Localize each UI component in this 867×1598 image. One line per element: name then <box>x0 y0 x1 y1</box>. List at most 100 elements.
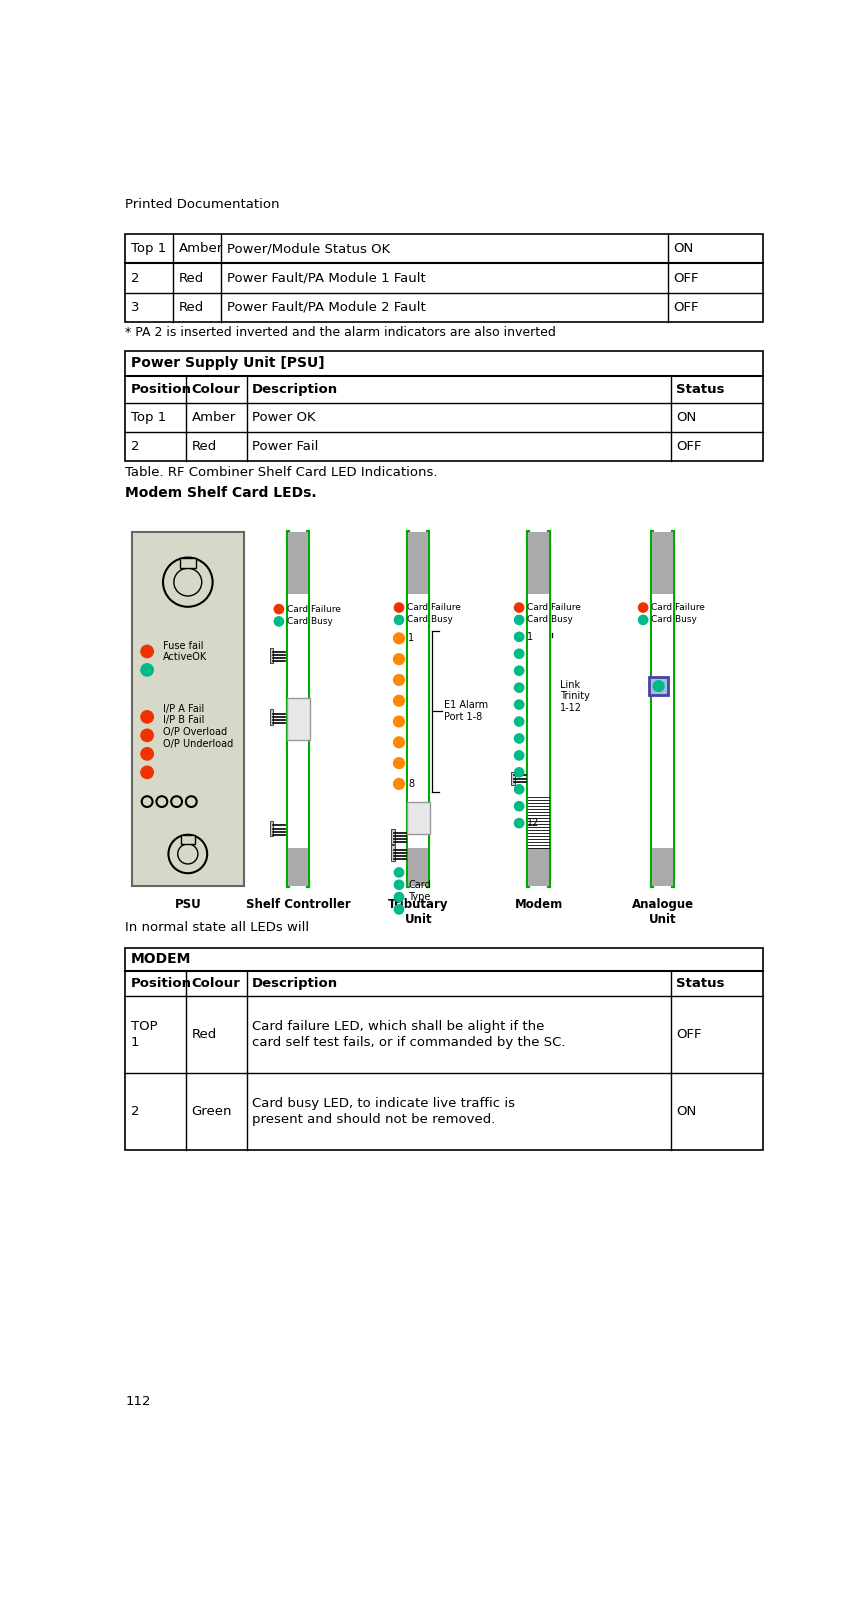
Text: PSU: PSU <box>174 898 201 911</box>
Circle shape <box>394 602 404 612</box>
Circle shape <box>394 615 404 625</box>
Circle shape <box>141 711 153 722</box>
Text: OFF: OFF <box>676 439 701 454</box>
Text: In normal state all LEDs will: In normal state all LEDs will <box>126 920 310 933</box>
Text: 2: 2 <box>131 272 140 284</box>
Circle shape <box>394 674 404 686</box>
Text: Red: Red <box>179 272 204 284</box>
FancyBboxPatch shape <box>649 678 668 695</box>
Circle shape <box>274 617 284 626</box>
Text: Shelf Controller: Shelf Controller <box>246 898 350 911</box>
Bar <box>288 594 309 849</box>
Text: Top 1: Top 1 <box>131 411 166 423</box>
Bar <box>126 235 763 321</box>
Text: Power Fault/PA Module 1 Fault: Power Fault/PA Module 1 Fault <box>226 272 426 284</box>
Circle shape <box>514 818 524 828</box>
Bar <box>126 948 763 1151</box>
Bar <box>512 772 515 785</box>
Bar <box>270 710 273 724</box>
Text: Printed Documentation: Printed Documentation <box>126 198 280 211</box>
Bar <box>287 698 310 740</box>
Bar <box>288 849 309 887</box>
Text: Modem Shelf Card LEDs.: Modem Shelf Card LEDs. <box>126 486 317 500</box>
Text: Card Failure: Card Failure <box>287 604 341 614</box>
Circle shape <box>514 615 524 625</box>
Text: Amber: Amber <box>192 411 236 423</box>
Bar <box>180 558 196 569</box>
Text: ON: ON <box>673 243 694 256</box>
Text: 12: 12 <box>527 818 539 828</box>
Text: MODEM: MODEM <box>131 952 192 967</box>
Text: Description: Description <box>252 384 338 396</box>
Text: 1: 1 <box>527 631 533 642</box>
Bar <box>653 532 673 594</box>
Text: Amber: Amber <box>179 243 223 256</box>
Circle shape <box>514 733 524 743</box>
Bar <box>408 532 428 594</box>
Text: Power OK: Power OK <box>252 411 316 423</box>
Circle shape <box>514 767 524 777</box>
Bar <box>391 845 395 861</box>
Bar <box>126 352 763 462</box>
Text: Red: Red <box>192 439 217 454</box>
Circle shape <box>514 802 524 810</box>
Circle shape <box>638 615 648 625</box>
Circle shape <box>141 729 153 741</box>
Bar <box>653 594 673 849</box>
Text: TOP
1: TOP 1 <box>131 1021 158 1050</box>
Text: Status: Status <box>676 384 725 396</box>
Circle shape <box>394 654 404 665</box>
Text: Card Busy: Card Busy <box>527 615 573 625</box>
Text: Card Busy: Card Busy <box>651 615 697 625</box>
Text: Link
Trinity
1-12: Link Trinity 1-12 <box>560 679 590 713</box>
Text: Position: Position <box>131 384 192 396</box>
Circle shape <box>514 785 524 794</box>
Circle shape <box>394 695 404 706</box>
Circle shape <box>394 904 404 914</box>
Bar <box>408 594 428 849</box>
Text: 112: 112 <box>126 1395 151 1408</box>
Text: Power Fault/PA Module 2 Fault: Power Fault/PA Module 2 Fault <box>226 300 426 313</box>
Text: Red: Red <box>179 300 204 313</box>
Circle shape <box>514 633 524 641</box>
Bar <box>528 532 549 594</box>
Circle shape <box>394 892 404 901</box>
Circle shape <box>514 602 524 612</box>
Text: Tributary
Unit: Tributary Unit <box>388 898 448 925</box>
Text: ON: ON <box>676 1106 696 1119</box>
Circle shape <box>514 751 524 761</box>
Text: OFF: OFF <box>673 272 699 284</box>
Bar <box>407 802 430 834</box>
Text: 8: 8 <box>408 778 414 789</box>
Bar <box>528 849 549 887</box>
Circle shape <box>274 604 284 614</box>
Text: Position: Position <box>131 978 192 991</box>
Text: Top 1: Top 1 <box>131 243 166 256</box>
Text: Power Fail: Power Fail <box>252 439 318 454</box>
Circle shape <box>394 868 404 877</box>
Text: Card Failure: Card Failure <box>651 602 705 612</box>
Circle shape <box>394 633 404 644</box>
Text: OFF: OFF <box>676 1029 701 1042</box>
Text: 1: 1 <box>408 633 414 644</box>
Bar <box>132 532 244 887</box>
Circle shape <box>394 737 404 748</box>
Text: Analogue
Unit: Analogue Unit <box>631 898 694 925</box>
Text: Card
Type: Card Type <box>408 880 431 901</box>
Text: E1 Alarm
Port 1-8: E1 Alarm Port 1-8 <box>444 700 488 722</box>
Circle shape <box>514 666 524 676</box>
Bar <box>270 647 273 663</box>
Text: Description: Description <box>252 978 338 991</box>
Text: Colour: Colour <box>192 978 240 991</box>
Bar <box>181 834 195 844</box>
Circle shape <box>653 681 664 692</box>
Circle shape <box>514 649 524 658</box>
Bar <box>391 828 395 844</box>
Circle shape <box>638 602 648 612</box>
Text: Modem: Modem <box>514 898 563 911</box>
Text: Green: Green <box>192 1106 232 1119</box>
Text: Power/Module Status OK: Power/Module Status OK <box>226 243 390 256</box>
Circle shape <box>514 700 524 710</box>
Text: 3: 3 <box>131 300 140 313</box>
Text: I/P A Fail
I/P B Fail
O/P Overload
O/P Underload: I/P A Fail I/P B Fail O/P Overload O/P U… <box>163 703 233 748</box>
